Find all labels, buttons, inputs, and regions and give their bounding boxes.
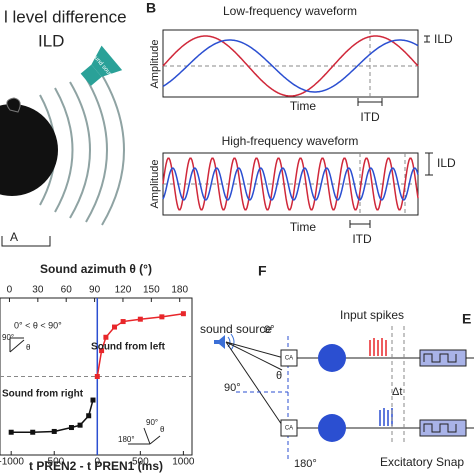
- waveform: [162, 157, 419, 211]
- point: [86, 413, 92, 419]
- axis-label: Amplitude: [149, 160, 161, 209]
- x2-tick-label: 90: [89, 285, 101, 296]
- neuron: [318, 344, 346, 372]
- annotation: 180°: [118, 435, 135, 444]
- x2-tick-label: 0: [7, 285, 13, 296]
- ild-bracket: [424, 35, 430, 43]
- x2-tick-label: 60: [61, 285, 73, 296]
- annotation: 90°: [2, 333, 14, 342]
- x-axis-label: t PREN2 - t PREN1 (ms): [29, 459, 163, 473]
- pulse: [423, 423, 457, 433]
- axis-label: Amplitude: [149, 40, 161, 89]
- point: [94, 374, 100, 379]
- panel-chart: Sound azimuth θ (°) t PREN2 - t PREN1 (m…: [0, 262, 195, 473]
- panel-f: F E sound source Input spikes 0° 90° 180…: [200, 263, 474, 470]
- annotation: 0° < θ < 90°: [14, 320, 62, 330]
- annotation: θ: [26, 343, 31, 352]
- neuron-label: CA: [285, 426, 293, 432]
- angle-label: 0°: [264, 324, 275, 336]
- point: [8, 429, 14, 435]
- x-tick-label: 1000: [172, 457, 195, 468]
- angle-icon: [128, 427, 161, 445]
- legend-label: Sound from left: [91, 342, 166, 353]
- point: [77, 422, 83, 428]
- itd-bracket: [357, 98, 383, 106]
- delta-label: Δt: [392, 386, 402, 398]
- axis-label: Time: [290, 99, 317, 113]
- point: [103, 334, 109, 340]
- point: [90, 397, 96, 403]
- x-tick-label: 500: [132, 457, 149, 468]
- x2-tick-label: 120: [115, 285, 132, 296]
- point: [51, 428, 57, 434]
- speaker: [214, 335, 225, 349]
- panel-title: High-frequency waveform: [222, 134, 359, 148]
- x2-axis-label: Sound azimuth θ (°): [40, 262, 152, 276]
- path-lines: [225, 341, 285, 429]
- axes-dashed: [236, 336, 289, 460]
- panel-a-subtitle: ILD: [38, 31, 64, 50]
- x-tick-label: -1000: [0, 457, 24, 468]
- guide: [391, 326, 405, 445]
- point: [68, 425, 74, 431]
- panel-b: B Low-frequency waveform High-frequency …: [146, 0, 456, 246]
- panel-a-label: A: [10, 230, 18, 244]
- panel-label: E: [462, 311, 471, 327]
- x2-tick-label: 30: [32, 285, 44, 296]
- synapse-label: Excitatory Snap: [380, 455, 464, 469]
- pulse: [423, 353, 457, 363]
- source-label: sound source: [200, 322, 272, 336]
- annotation: θ: [160, 425, 165, 434]
- axis-label: Time: [290, 220, 317, 234]
- legend-label: Sound from right: [2, 389, 84, 400]
- synapse-box: [419, 349, 467, 367]
- spikes-label: Input spikes: [340, 308, 404, 322]
- neuron-label: CA: [285, 356, 293, 362]
- panel-a-title: l level difference: [4, 7, 127, 26]
- panel-a: l level difference ILD Sound source A: [0, 7, 127, 247]
- point: [180, 311, 186, 317]
- ild-bracket: [425, 152, 433, 176]
- panel-label: B: [146, 0, 156, 16]
- point: [159, 314, 165, 320]
- speaker: Sound source: [80, 45, 123, 86]
- ild-label: ILD: [434, 32, 453, 46]
- theta-label: θ: [276, 370, 282, 382]
- x2-tick-label: 180: [171, 285, 188, 296]
- x-tick-label: -500: [44, 457, 64, 468]
- waveform: [162, 167, 419, 201]
- itd-bracket: [349, 220, 371, 228]
- point: [112, 324, 118, 330]
- waveform: [162, 39, 419, 93]
- itd-label: ITD: [360, 110, 380, 124]
- bracket: [1, 236, 51, 247]
- point: [99, 348, 105, 354]
- panel-label: F: [258, 263, 267, 279]
- spikes: [369, 338, 387, 356]
- angle-icon: [9, 337, 25, 353]
- waveform: [162, 35, 419, 97]
- spikes: [379, 408, 393, 426]
- x-tick-label: 0: [95, 457, 101, 468]
- annotation: 90°: [146, 418, 158, 427]
- x2-tick-label: 150: [143, 285, 160, 296]
- neuron: [318, 414, 346, 442]
- itd-label: ITD: [352, 232, 372, 246]
- angle-label: 90°: [224, 382, 241, 394]
- speaker-waves: [227, 333, 235, 351]
- plot-frame: [162, 29, 419, 98]
- synapse-box: [419, 419, 467, 437]
- angle-label: 180°: [294, 458, 317, 470]
- point: [120, 319, 126, 325]
- ear: [6, 97, 21, 113]
- point: [30, 429, 36, 435]
- ild-label: ILD: [437, 156, 456, 170]
- head: [0, 104, 58, 196]
- point: [137, 316, 143, 322]
- panel-title: Low-frequency waveform: [223, 4, 357, 18]
